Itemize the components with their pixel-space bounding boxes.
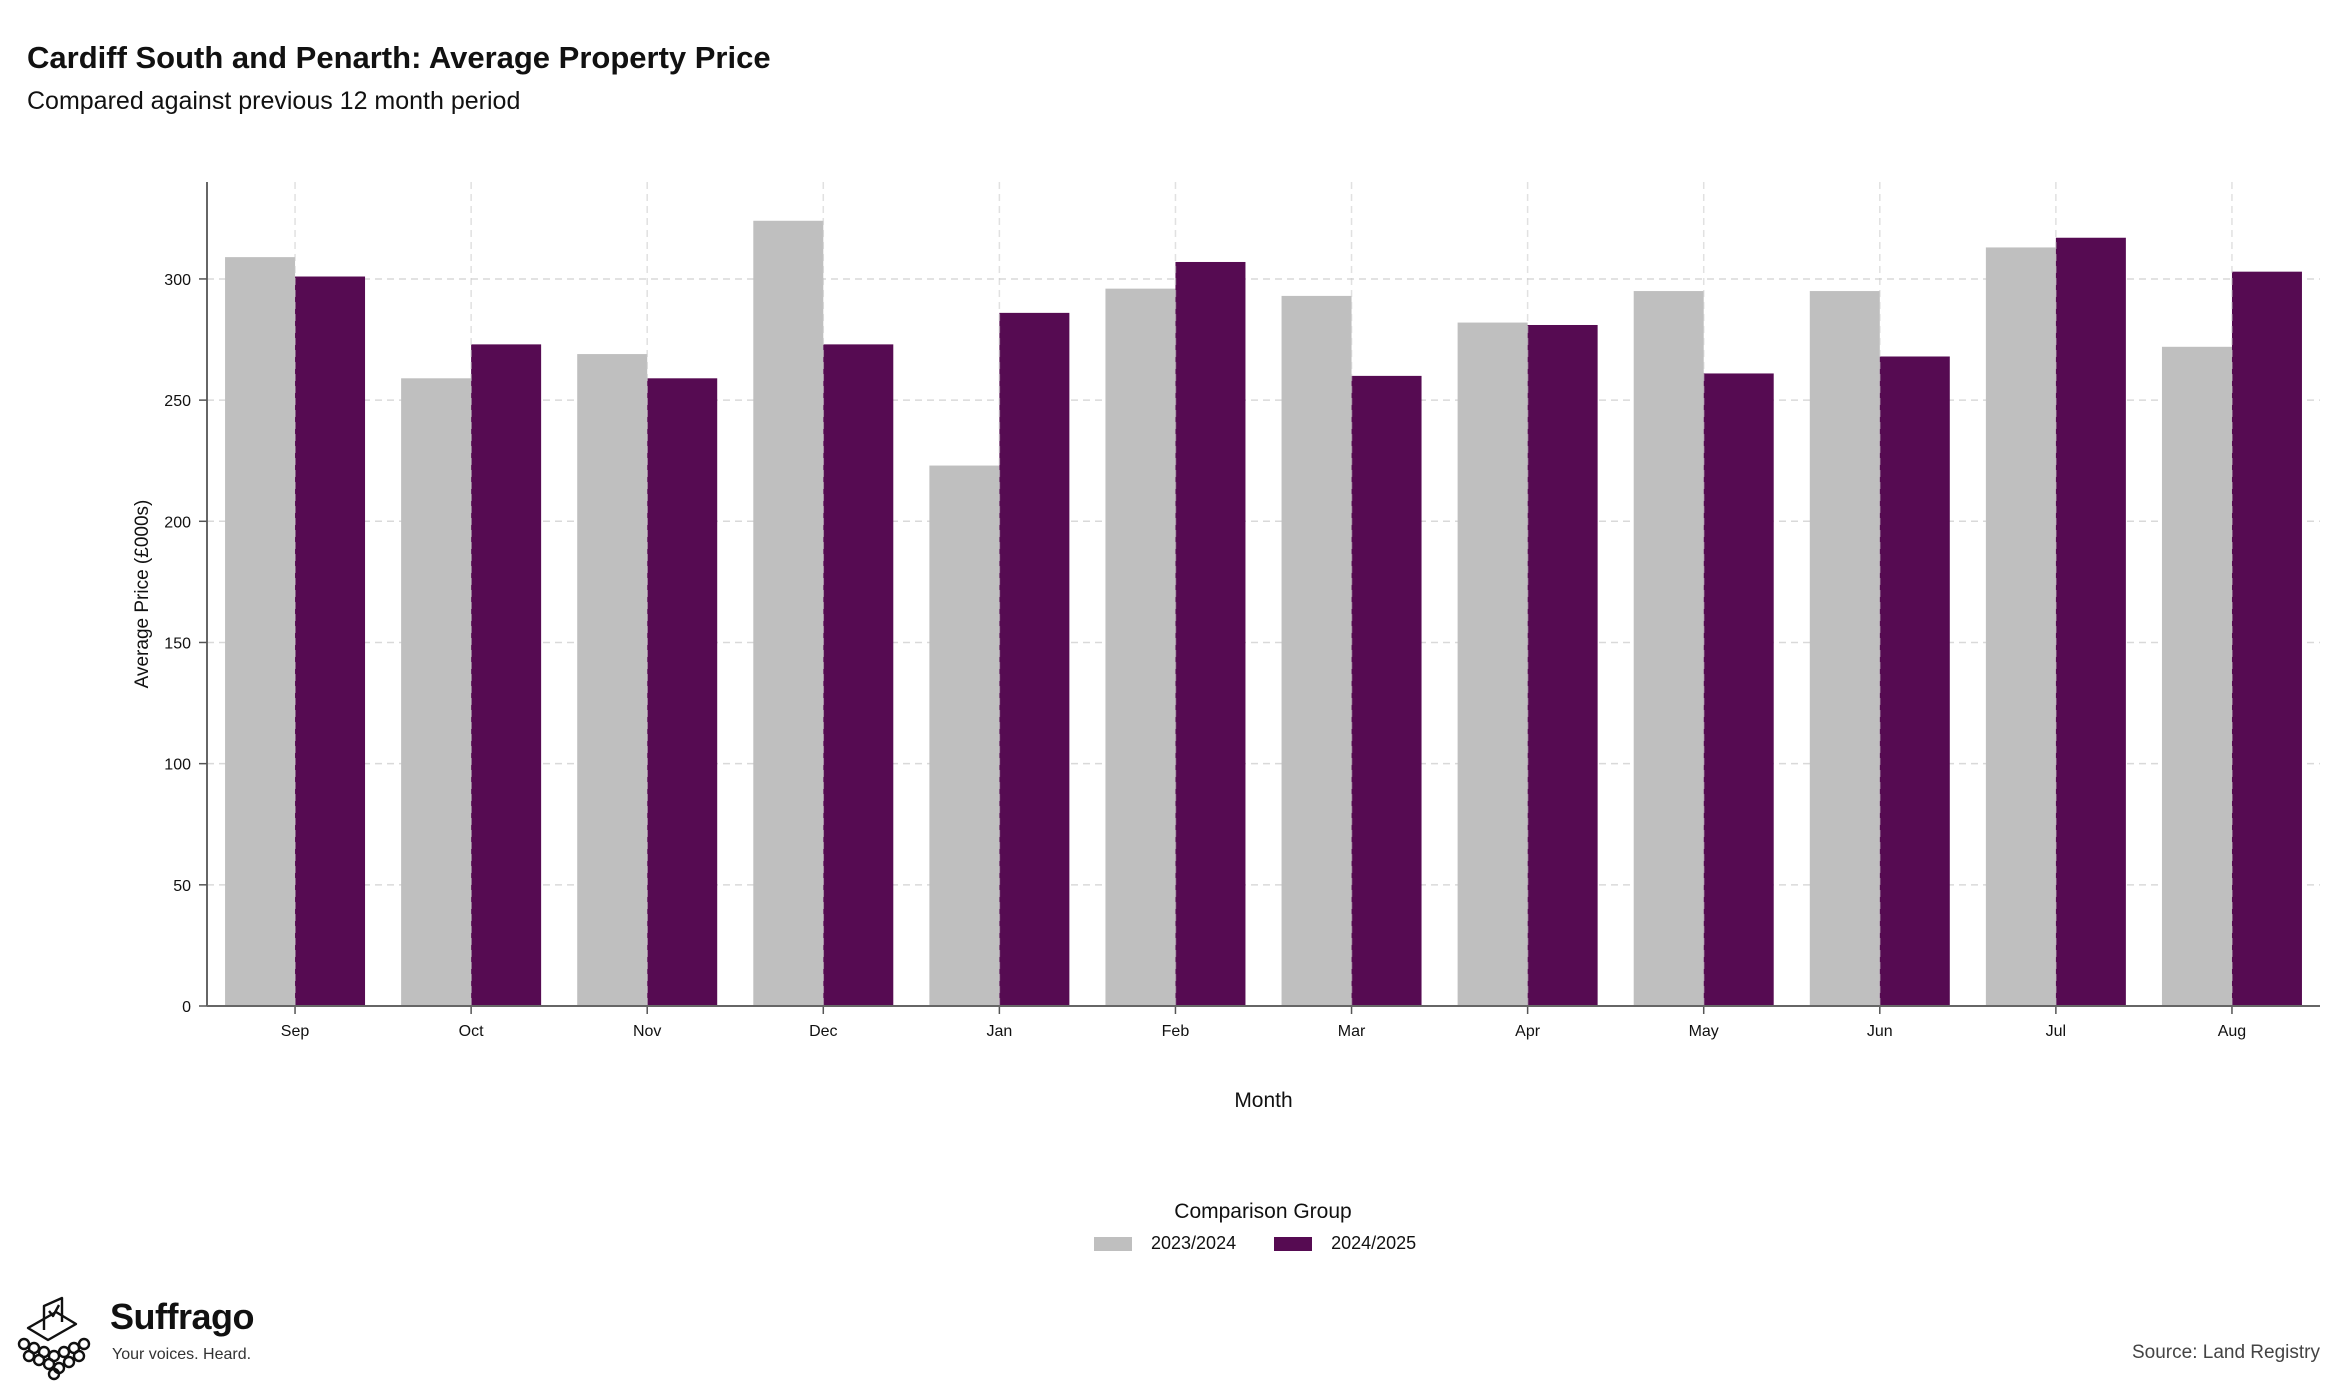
x-tick-label: Jan	[986, 1023, 1012, 1040]
x-tick-label: Aug	[2218, 1023, 2246, 1040]
legend-item-2023-2024: 2023/2024	[1094, 1233, 1236, 1254]
bar-2023-2024-jan	[929, 465, 1000, 1006]
bar-2024-2025-jan	[999, 312, 1070, 1006]
legend-swatch-2024-2025	[1274, 1236, 1313, 1251]
legend-item-2024-2025: 2024/2025	[1274, 1233, 1416, 1254]
x-tick-label: Nov	[633, 1023, 661, 1040]
y-tick-label: 0	[182, 999, 191, 1016]
bar-2024-2025-may	[1703, 373, 1774, 1006]
legend-label: 2024/2025	[1331, 1233, 1417, 1253]
bar-2024-2025-nov	[647, 378, 718, 1006]
x-axis-title: Month	[1234, 1089, 1292, 1112]
bar-2024-2025-mar	[1351, 375, 1422, 1007]
bar-2023-2024-apr	[1457, 322, 1528, 1006]
bar-2023-2024-aug	[2161, 346, 2232, 1006]
y-tick-label: 100	[164, 757, 191, 774]
x-tick-label: Mar	[1338, 1023, 1366, 1040]
brand-tagline: Your voices. Heard.	[112, 1346, 252, 1363]
legend: 2023/2024 2024/2025	[1094, 1233, 1454, 1254]
bar-2024-2025-jul	[2055, 237, 2126, 1006]
bar-2023-2024-may	[1633, 291, 1704, 1006]
y-tick-label: 150	[164, 635, 191, 652]
legend-swatch-2023-2024	[1094, 1236, 1132, 1251]
x-tick-label: Jul	[2046, 1023, 2066, 1040]
bar-2024-2025-aug	[2231, 271, 2302, 1006]
y-tick-label: 200	[164, 514, 191, 531]
suffrago-logo: Suffrago Your voices. Heard.	[14, 1292, 264, 1382]
bar-2024-2025-oct	[471, 344, 542, 1006]
y-tick-label: 300	[164, 272, 191, 289]
x-tick-label: Dec	[809, 1023, 837, 1040]
bar-2023-2024-jul	[1985, 247, 2056, 1006]
legend-label: 2023/2024	[1151, 1233, 1237, 1253]
bar-2024-2025-feb	[1175, 261, 1246, 1007]
x-tick-label: Apr	[1515, 1023, 1541, 1040]
bar-2023-2024-sep	[225, 257, 296, 1007]
source-note: Source: Land Registry	[2132, 1342, 2320, 1363]
bar-2023-2024-nov	[577, 354, 648, 1007]
bar-2024-2025-dec	[823, 344, 894, 1006]
bar-2023-2024-jun	[1809, 291, 1880, 1006]
bar-2023-2024-feb	[1105, 288, 1176, 1007]
x-tick-label: Sep	[281, 1023, 310, 1040]
x-tick-label: May	[1689, 1023, 1719, 1040]
bar-2024-2025-sep	[295, 276, 366, 1006]
bar-2024-2025-apr	[1527, 324, 1598, 1006]
bar-2023-2024-mar	[1281, 295, 1352, 1006]
y-axis-title: Average Price (£000s)	[132, 500, 153, 689]
bar-chart: 0 50 100 150 200 250 300 Sep Oct Nov Dec Jan Feb Mar A…	[132, 182, 2320, 1112]
bar-2024-2025-jun	[1879, 356, 1950, 1006]
y-tick-label: 50	[173, 878, 191, 895]
chart-subtitle: Compared against previous 12 month perio…	[27, 87, 521, 115]
legend-title: Comparison Group	[1174, 1200, 1352, 1223]
ballot-box-icon	[17, 1296, 91, 1381]
x-tick-label: Feb	[1162, 1023, 1190, 1040]
x-tick-label: Oct	[459, 1023, 484, 1040]
bar-2023-2024-oct	[401, 378, 472, 1006]
brand-name: Suffrago	[110, 1296, 255, 1337]
chart-title: Cardiff South and Penarth: Average Prope…	[27, 40, 771, 75]
x-tick-label: Jun	[1867, 1023, 1893, 1040]
bar-2023-2024-dec	[753, 220, 824, 1006]
y-tick-label: 250	[164, 393, 191, 410]
